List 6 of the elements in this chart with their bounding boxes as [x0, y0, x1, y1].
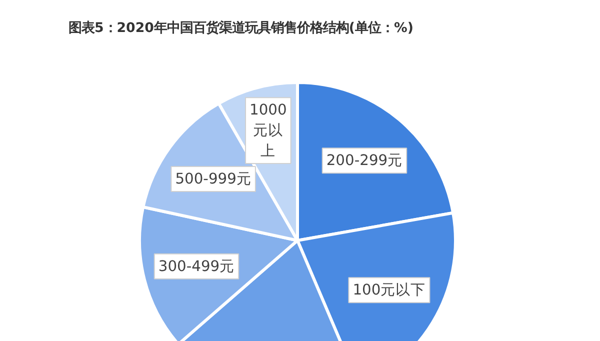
slice-label: 100元以下 [352, 282, 426, 299]
slice-label: 500-999元 [175, 170, 252, 188]
chart-title: 图表5：2020年中国百货渠道玩具销售价格结构(单位：%) [68, 20, 414, 36]
slice-label: 300-499元 [158, 258, 235, 275]
slice-label: 200-299元 [326, 152, 403, 170]
slice-label: 1000元以上 [250, 102, 287, 160]
